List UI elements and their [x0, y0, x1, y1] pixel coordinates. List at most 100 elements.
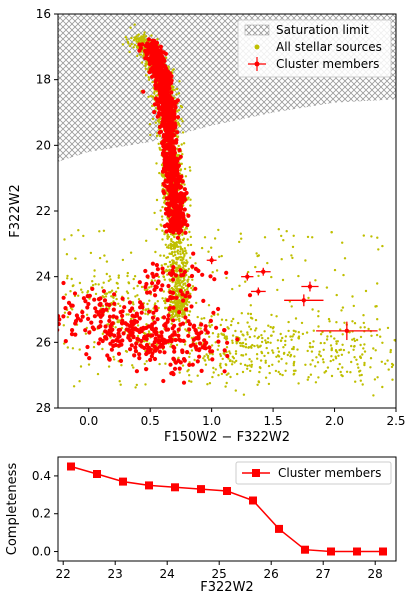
- stellar-source-point: [180, 162, 183, 165]
- completeness-x-tick-label: 24: [160, 567, 175, 581]
- stellar-source-point: [246, 364, 249, 368]
- cluster-member-point: [70, 303, 75, 308]
- stellar-source-point: [277, 370, 280, 374]
- stellar-source-point: [93, 341, 96, 344]
- cluster-member-point: [161, 378, 166, 384]
- cmd-y-tick-label: 28: [36, 401, 51, 415]
- cluster-member-point: [183, 307, 189, 312]
- stellar-source-point: [101, 286, 104, 289]
- stellar-source-point: [359, 326, 362, 329]
- stellar-source-point: [271, 363, 274, 366]
- stellar-source-point: [256, 336, 259, 340]
- stellar-source-point: [176, 245, 180, 248]
- cluster-member-point: [200, 272, 205, 277]
- cmd-y-ticks: 16 18 20 22 24 26 28: [36, 7, 58, 415]
- stellar-source-point: [172, 254, 175, 258]
- stellar-source-point: [332, 358, 335, 362]
- cluster-member-point: [144, 367, 149, 372]
- cluster-member-point: [148, 357, 153, 362]
- stellar-source-point: [146, 288, 149, 291]
- stellar-source-point: [184, 289, 187, 292]
- cluster-member-point: [150, 261, 155, 266]
- legend-completeness-marker: [252, 469, 260, 477]
- stellar-source-point: [231, 341, 234, 345]
- stellar-source-point: [248, 358, 251, 361]
- stellar-source-point: [359, 356, 363, 360]
- stellar-source-point: [270, 275, 273, 279]
- stellar-source-point: [172, 241, 175, 244]
- cmd-x-tick-label: 0.5: [141, 414, 160, 428]
- member-error-point: [261, 269, 266, 274]
- cluster-member-point: [120, 320, 125, 325]
- stellar-source-point: [251, 343, 254, 347]
- stellar-source-point: [132, 303, 135, 306]
- cluster-member-point: [89, 320, 94, 325]
- stellar-source-point: [187, 267, 190, 271]
- stellar-source-point: [281, 373, 284, 377]
- stellar-source-point: [150, 279, 154, 282]
- stellar-source-point: [117, 302, 120, 305]
- cluster-member-point: [83, 328, 88, 333]
- stellar-source-point: [300, 321, 304, 325]
- cluster-member-point: [138, 343, 143, 348]
- stellar-source-point: [203, 236, 207, 239]
- cluster-member-point: [155, 71, 160, 76]
- stellar-source-point: [225, 381, 228, 385]
- stellar-source-point: [130, 36, 133, 40]
- stellar-source-point: [127, 282, 131, 285]
- stellar-source-point: [257, 381, 261, 384]
- cluster-member-point: [158, 44, 163, 49]
- stellar-source-point: [357, 366, 360, 369]
- stellar-source-point: [350, 344, 353, 348]
- cluster-member-point: [152, 110, 157, 115]
- stellar-source-point: [208, 324, 211, 327]
- cluster-member-point: [116, 351, 122, 356]
- stellar-source-point: [63, 311, 67, 314]
- cluster-member-point: [138, 46, 143, 51]
- stellar-source-point: [309, 346, 312, 349]
- stellar-source-point: [84, 332, 88, 335]
- stellar-source-point: [171, 262, 174, 265]
- stellar-source-point: [145, 239, 148, 242]
- cluster-member-point: [174, 295, 179, 300]
- stellar-source-point: [179, 282, 182, 285]
- stellar-source-point: [137, 298, 141, 301]
- stellar-source-point: [206, 383, 209, 386]
- stellar-source-point: [164, 362, 167, 365]
- completeness-x-axis-label: F322W2: [200, 580, 253, 595]
- cluster-member-point: [137, 352, 142, 357]
- cluster-member-point: [172, 366, 178, 371]
- stellar-source-point: [180, 143, 183, 146]
- legend-saturation-swatch: [244, 24, 270, 36]
- stellar-source-point: [254, 318, 258, 322]
- stellar-source-point: [289, 355, 292, 358]
- stellar-source-point: [186, 287, 189, 291]
- stellar-source-point: [186, 279, 189, 282]
- stellar-source-point: [177, 144, 180, 148]
- stellar-source-point: [292, 329, 295, 332]
- stellar-source-point: [358, 374, 361, 377]
- stellar-source-point: [170, 343, 173, 346]
- stellar-source-point: [389, 348, 392, 352]
- stellar-source-point: [98, 256, 102, 260]
- completeness-point: [327, 547, 335, 556]
- stellar-source-point: [159, 254, 162, 257]
- stellar-source-point: [376, 236, 379, 239]
- stellar-source-point: [220, 372, 224, 376]
- stellar-source-point: [132, 39, 136, 42]
- stellar-source-point: [338, 362, 341, 366]
- cluster-member-point: [168, 104, 173, 109]
- stellar-source-point: [119, 383, 122, 386]
- cluster-member-point: [112, 292, 117, 297]
- stellar-source-point: [240, 237, 243, 240]
- cluster-member-point: [151, 69, 156, 74]
- stellar-source-point: [229, 352, 232, 355]
- stellar-source-point: [187, 275, 191, 279]
- stellar-source-point: [248, 364, 251, 367]
- cluster-member-point: [165, 69, 170, 74]
- cluster-member-point: [150, 45, 155, 50]
- stellar-source-point: [241, 370, 245, 374]
- cluster-member-point: [114, 315, 119, 320]
- cluster-member-point: [195, 359, 200, 364]
- stellar-source-point: [133, 23, 136, 26]
